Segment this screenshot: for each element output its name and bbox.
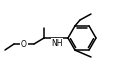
Text: O: O bbox=[21, 40, 27, 48]
Text: NH: NH bbox=[51, 39, 63, 47]
